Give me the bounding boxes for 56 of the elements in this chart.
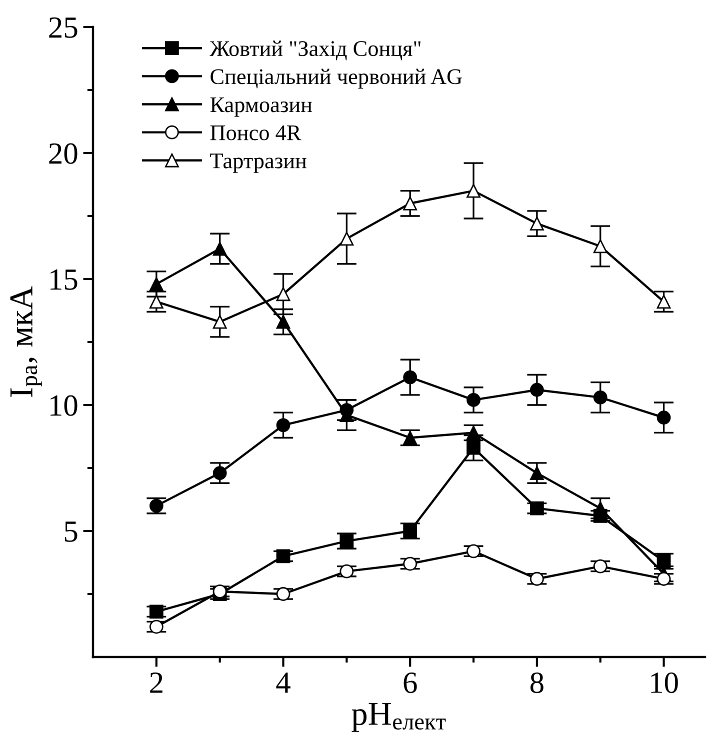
- point: [656, 572, 671, 586]
- point: [530, 501, 544, 516]
- x-tick-label: 4: [276, 672, 290, 693]
- point: [593, 239, 608, 254]
- point: [403, 370, 418, 384]
- point: [656, 554, 671, 568]
- point: [212, 314, 227, 329]
- point: [466, 393, 480, 407]
- point: [149, 498, 164, 513]
- y-tick-label: 20: [49, 143, 78, 164]
- point: [593, 390, 608, 404]
- point: [530, 466, 544, 480]
- point: [212, 242, 227, 256]
- point: [403, 196, 418, 210]
- point: [530, 382, 544, 397]
- legend-label: Кармоазин: [210, 97, 312, 117]
- x-tick-label: 2: [150, 672, 162, 693]
- point: [656, 294, 671, 309]
- point: [466, 426, 480, 440]
- x-tick-label: 8: [530, 672, 544, 694]
- legend-label: Спеціальний червоний AG: [210, 68, 462, 89]
- point: [656, 410, 671, 425]
- point: [276, 587, 290, 601]
- legend-label: Понсо 4R: [210, 125, 302, 140]
- y-tick-label: 15: [50, 269, 78, 290]
- point: [530, 216, 544, 231]
- point: [149, 620, 164, 634]
- point: [276, 549, 290, 564]
- point: [276, 314, 290, 329]
- x-axis-title: pH$_{елект}$: [352, 702, 446, 732]
- point: [340, 232, 354, 246]
- point: [403, 524, 418, 538]
- point: [149, 277, 164, 291]
- y-axis-title: I$_{pa}$, мкА: [10, 286, 42, 397]
- y-tick-label: 5: [64, 522, 78, 542]
- x-tick-label: 6: [404, 672, 417, 694]
- legend-label: Тартразин: [210, 154, 306, 173]
- point: [149, 294, 164, 309]
- x-tick-label: 10: [651, 672, 678, 694]
- point: [276, 418, 290, 432]
- point: [340, 564, 354, 578]
- y-tick-label: 10: [50, 395, 78, 416]
- point: [212, 466, 227, 480]
- point: [212, 584, 227, 598]
- point: [276, 287, 290, 302]
- point: [466, 440, 480, 455]
- point: [466, 184, 480, 198]
- point: [340, 534, 354, 548]
- point: [530, 572, 544, 586]
- point: [466, 544, 480, 558]
- point: [403, 556, 418, 571]
- point: [149, 604, 164, 619]
- legend-label: Жовтий "Захід Сонця": [210, 40, 420, 60]
- point: [403, 430, 418, 445]
- point: [593, 559, 608, 574]
- y-tick-label: 25: [49, 17, 78, 38]
